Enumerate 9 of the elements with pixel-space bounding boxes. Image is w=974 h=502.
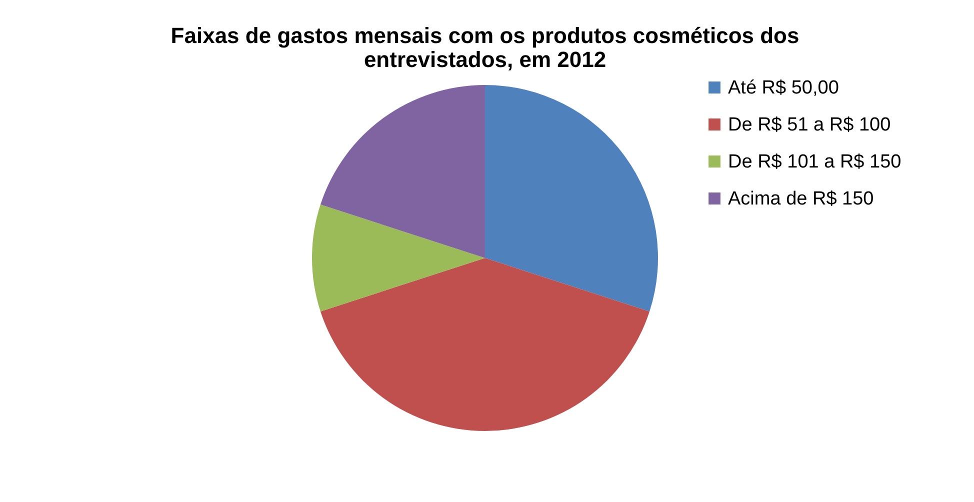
pie-slice	[485, 85, 658, 312]
legend-label: De R$ 51 a R$ 100	[728, 114, 891, 136]
legend-label: Até R$ 50,00	[728, 78, 839, 98]
pie-slice	[312, 204, 485, 312]
chart-title: Faixas de gastos mensais com os produtos cosméticos dos entrevistados, em 2012	[170, 23, 800, 72]
pie-slice	[320, 258, 650, 431]
legend-label: Acima de R$ 150	[728, 188, 874, 210]
legend-label: De R$ 101 a R$ 150	[728, 152, 902, 172]
pie-slice	[320, 85, 485, 258]
